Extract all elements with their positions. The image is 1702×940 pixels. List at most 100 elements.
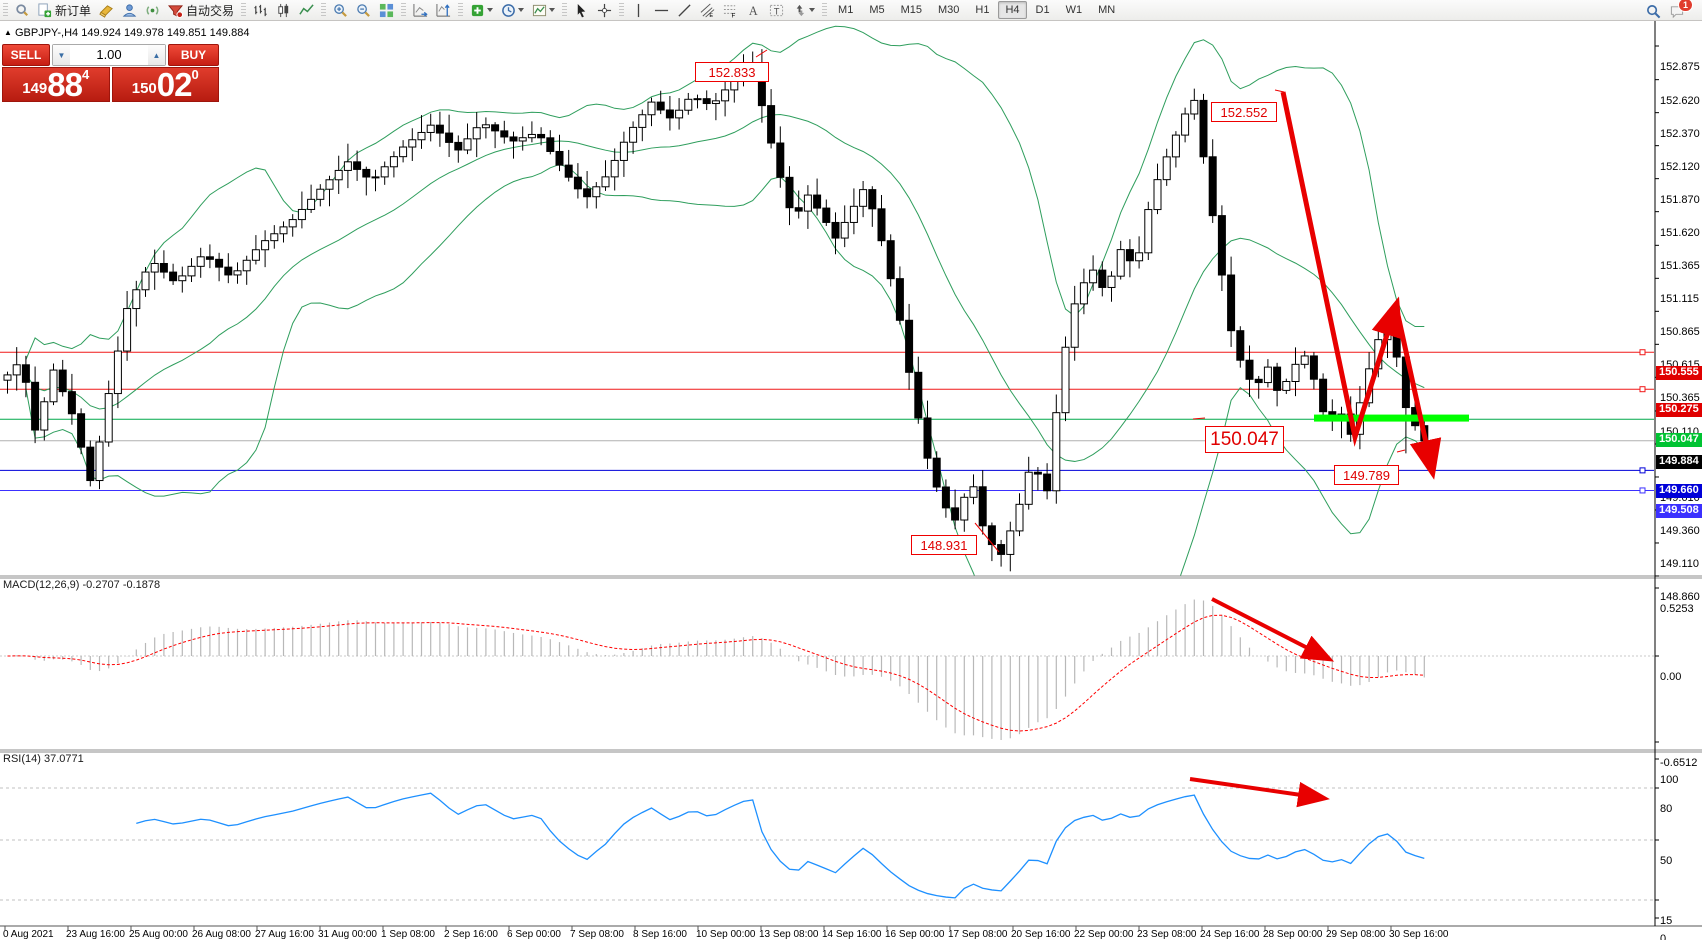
rsi-axis-label: 0 xyxy=(1660,933,1667,940)
line-chart-icon[interactable] xyxy=(296,0,317,20)
volume-value[interactable]: 1.00 xyxy=(96,47,122,62)
timeframe-m15[interactable]: M15 xyxy=(900,4,922,16)
buy-price-display[interactable]: 150 02 0 xyxy=(111,66,219,103)
macd-axis-label: 0.5253 xyxy=(1660,603,1694,615)
toolbar-grip xyxy=(458,3,464,17)
market-watch-icon[interactable] xyxy=(12,0,32,20)
timeframe-m5[interactable]: M5 xyxy=(869,4,885,16)
arrows-caret xyxy=(809,8,816,12)
price-tick-label: 150.865 xyxy=(1660,326,1700,339)
chart-canvas[interactable] xyxy=(0,21,1702,940)
sell-button[interactable]: SELL xyxy=(2,44,50,66)
timeframe-m1[interactable]: M1 xyxy=(838,4,854,16)
symbol-ohlc-line: ▲ GBPJPY-,H4 149.924 149.978 149.851 149… xyxy=(4,27,250,39)
price-annotation[interactable]: 152.552 xyxy=(1211,102,1277,122)
svg-text:F: F xyxy=(731,12,735,17)
price-tick-label: 150.365 xyxy=(1660,392,1700,405)
trend-arrow[interactable] xyxy=(1211,597,1335,662)
rsi-axis-label: 15 xyxy=(1660,915,1673,927)
timeframe-h4[interactable]: H4 xyxy=(998,1,1027,19)
templates-button[interactable] xyxy=(529,0,558,20)
tile-windows-icon[interactable] xyxy=(376,0,397,20)
text-tool[interactable]: A xyxy=(743,0,764,20)
chart-shift-icon[interactable] xyxy=(433,0,454,20)
price-annotation[interactable]: 149.789 xyxy=(1334,465,1399,485)
macd-axis-label: 0.00 xyxy=(1660,671,1682,683)
toolbar: 新订单 自动交易 E F A T xyxy=(0,0,1702,21)
timeframe-m30[interactable]: M30 xyxy=(938,4,960,16)
styler-icon[interactable] xyxy=(96,0,117,20)
trend-arrow[interactable] xyxy=(1189,777,1330,808)
volume-up-button[interactable]: ▲ xyxy=(148,45,165,65)
indicators-button[interactable] xyxy=(467,0,496,20)
time-axis-label: 31 Aug 00:00 xyxy=(318,929,377,940)
time-axis-label: 20 Sep 16:00 xyxy=(1011,929,1071,940)
trendline-tool[interactable] xyxy=(674,0,695,20)
time-axis-label: 13 Sep 08:00 xyxy=(759,929,819,940)
rsi-axis-label: 80 xyxy=(1660,803,1673,815)
auto-scroll-icon[interactable] xyxy=(410,0,431,20)
price-annotation[interactable]: 150.047 xyxy=(1205,426,1284,453)
price-annotation[interactable]: 152.833 xyxy=(695,62,769,82)
experts-icon[interactable] xyxy=(119,0,140,20)
cursor-tool[interactable] xyxy=(571,0,592,20)
toolbar-grip xyxy=(3,3,8,17)
timeframe-mn[interactable]: MN xyxy=(1098,4,1116,16)
zoom-out-icon[interactable] xyxy=(353,0,374,20)
timeframe-bar: M1 M5 M15 M30 H1 H4 D1 W1 MN xyxy=(830,1,1123,19)
toolbar-grip xyxy=(822,3,828,17)
time-axis-label: 16 Sep 00:00 xyxy=(885,929,945,940)
timeframe-d1[interactable]: D1 xyxy=(1035,4,1050,16)
time-axis-label: 25 Aug 00:00 xyxy=(129,929,188,940)
chart-window[interactable]: ▲ GBPJPY-,H4 149.924 149.978 149.851 149… xyxy=(0,21,1702,940)
buy-price-sup: 0 xyxy=(191,67,199,82)
trend-arrow[interactable] xyxy=(1280,91,1403,447)
timeframe-w1[interactable]: W1 xyxy=(1065,4,1083,16)
price-tick-label: 151.365 xyxy=(1660,260,1700,273)
signals-icon[interactable] xyxy=(142,0,163,20)
price-level-badge: 150.047 xyxy=(1656,433,1702,448)
time-axis-label: 28 Sep 00:00 xyxy=(1263,929,1323,940)
buy-button[interactable]: BUY xyxy=(168,44,219,66)
candle-chart-icon[interactable] xyxy=(273,0,294,20)
time-axis-label: 27 Aug 16:00 xyxy=(255,929,314,940)
price-annotation[interactable]: 148.931 xyxy=(911,535,977,555)
periods-button[interactable] xyxy=(498,0,527,20)
auto-trading-button[interactable]: 自动交易 xyxy=(165,0,237,20)
timeframe-h1[interactable]: H1 xyxy=(975,4,990,16)
price-tick-label: 151.115 xyxy=(1660,293,1699,306)
time-axis-label: 0 Aug 2021 xyxy=(3,929,54,940)
zoom-in-icon[interactable] xyxy=(330,0,351,20)
price-level-badge: 150.275 xyxy=(1656,403,1702,418)
price-level-badge: 149.884 xyxy=(1656,454,1702,469)
time-axis-label: 8 Sep 16:00 xyxy=(633,929,687,940)
crosshair-tool[interactable] xyxy=(594,0,615,20)
one-click-trading-panel: SELL ▼ 1.00 ▲ BUY 149 88 4 150 02 0 xyxy=(2,44,219,102)
trend-arrow[interactable] xyxy=(1393,305,1442,480)
price-tick-label: 152.620 xyxy=(1660,94,1700,107)
buy-price-small: 150 xyxy=(131,80,157,97)
indicators-caret xyxy=(487,8,494,12)
buy-price-big: 02 xyxy=(156,66,193,103)
volume-down-button[interactable]: ▼ xyxy=(53,45,70,65)
symbol-dropdown-icon[interactable]: ▲ xyxy=(4,28,12,37)
channel-tool[interactable]: E xyxy=(697,0,718,20)
macd-axis-label: -0.6512 xyxy=(1660,757,1698,769)
arrows-tool[interactable] xyxy=(789,0,818,20)
fibonacci-tool[interactable]: F xyxy=(720,0,741,20)
text-label-tool[interactable]: T xyxy=(766,0,787,20)
new-order-button[interactable]: 新订单 xyxy=(34,0,94,20)
svg-text:A: A xyxy=(749,4,758,18)
time-axis-label: 24 Sep 16:00 xyxy=(1200,929,1260,940)
notifications-icon[interactable]: 1 xyxy=(1666,0,1693,21)
time-axis-label: 22 Sep 00:00 xyxy=(1074,929,1134,940)
auto-trading-label: 自动交易 xyxy=(186,3,235,18)
bar-chart-icon[interactable] xyxy=(250,0,271,20)
svg-text:T: T xyxy=(774,6,780,16)
time-axis-label: 17 Sep 08:00 xyxy=(948,929,1008,940)
sell-price-display[interactable]: 149 88 4 xyxy=(2,67,110,102)
search-icon[interactable] xyxy=(1643,1,1664,21)
vertical-line-tool[interactable] xyxy=(628,0,649,20)
horizontal-line-tool[interactable] xyxy=(651,0,672,20)
